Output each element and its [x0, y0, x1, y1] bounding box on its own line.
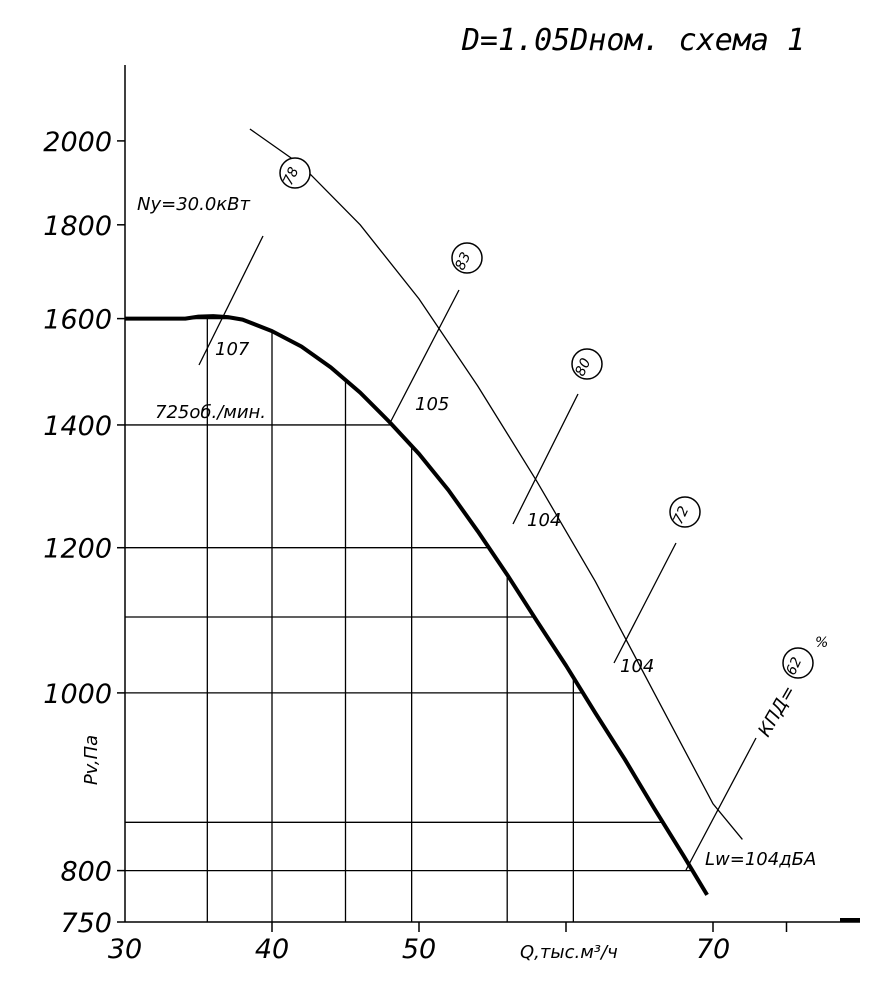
x-tick-label: 30 — [108, 934, 142, 965]
y-tick-label: 1000 — [43, 679, 112, 710]
noise-value: 104 — [527, 510, 561, 531]
y-axis-label: Pv,Па — [81, 735, 102, 785]
axes: 30 40 50 70 750 800 1000 1200 1400 1600 1800 2000 — [43, 65, 860, 965]
x-axis-label: Q,тыс.м³/ч — [520, 942, 618, 963]
y-tick-label: 1200 — [43, 534, 112, 565]
y-tick-label: 750 — [60, 908, 112, 939]
x-tick-label: 70 — [696, 934, 730, 965]
efficiency-label: КПД= — [754, 682, 800, 741]
efficiency-leader-line — [685, 737, 757, 871]
efficiency-circle — [571, 348, 603, 380]
chart-title: D=1.05Dном. схема 1 — [461, 23, 805, 58]
curves — [125, 128, 743, 896]
efficiency-value: 78 — [280, 165, 302, 188]
x-tick-label: 50 — [402, 934, 436, 965]
efficiency-leader-line — [512, 393, 579, 525]
pressure-curve — [125, 314, 709, 896]
noise-value: 105 — [415, 394, 449, 415]
y-tick-label: 2000 — [43, 127, 112, 158]
rpm-label: 725об./мин. — [155, 402, 266, 423]
efficiency-circle — [782, 647, 814, 679]
efficiency-circle — [669, 496, 701, 528]
efficiency-value: 72 — [670, 504, 692, 527]
efficiency-circle — [451, 242, 483, 274]
noise-value: 104 — [620, 656, 654, 677]
x-tick-label: 40 — [255, 934, 289, 965]
y-tick-label: 800 — [60, 857, 112, 888]
efficiency-value: 62 — [783, 655, 805, 678]
efficiency-value: 83 — [452, 250, 474, 273]
noise-value: 107 — [215, 339, 250, 360]
noise-label: Lw=104дБА — [705, 849, 816, 870]
efficiency-leader-line — [613, 542, 677, 664]
efficiency-circle — [279, 157, 311, 189]
efficiency-unit: % — [815, 635, 828, 651]
y-tick-label: 1800 — [43, 211, 112, 242]
efficiency-leader-line — [390, 289, 460, 422]
efficiency-leader-line — [198, 235, 264, 366]
efficiency-value: 80 — [572, 356, 594, 379]
annotations: 78 83 80 72 62 107 105 104 104 725об./мин. Ny=30.0… — [137, 157, 828, 871]
power-label: Ny=30.0кВт — [137, 194, 250, 215]
power-boundary-curve — [249, 128, 743, 840]
y-tick-label: 1600 — [43, 305, 112, 336]
y-tick-label: 1400 — [43, 411, 112, 442]
